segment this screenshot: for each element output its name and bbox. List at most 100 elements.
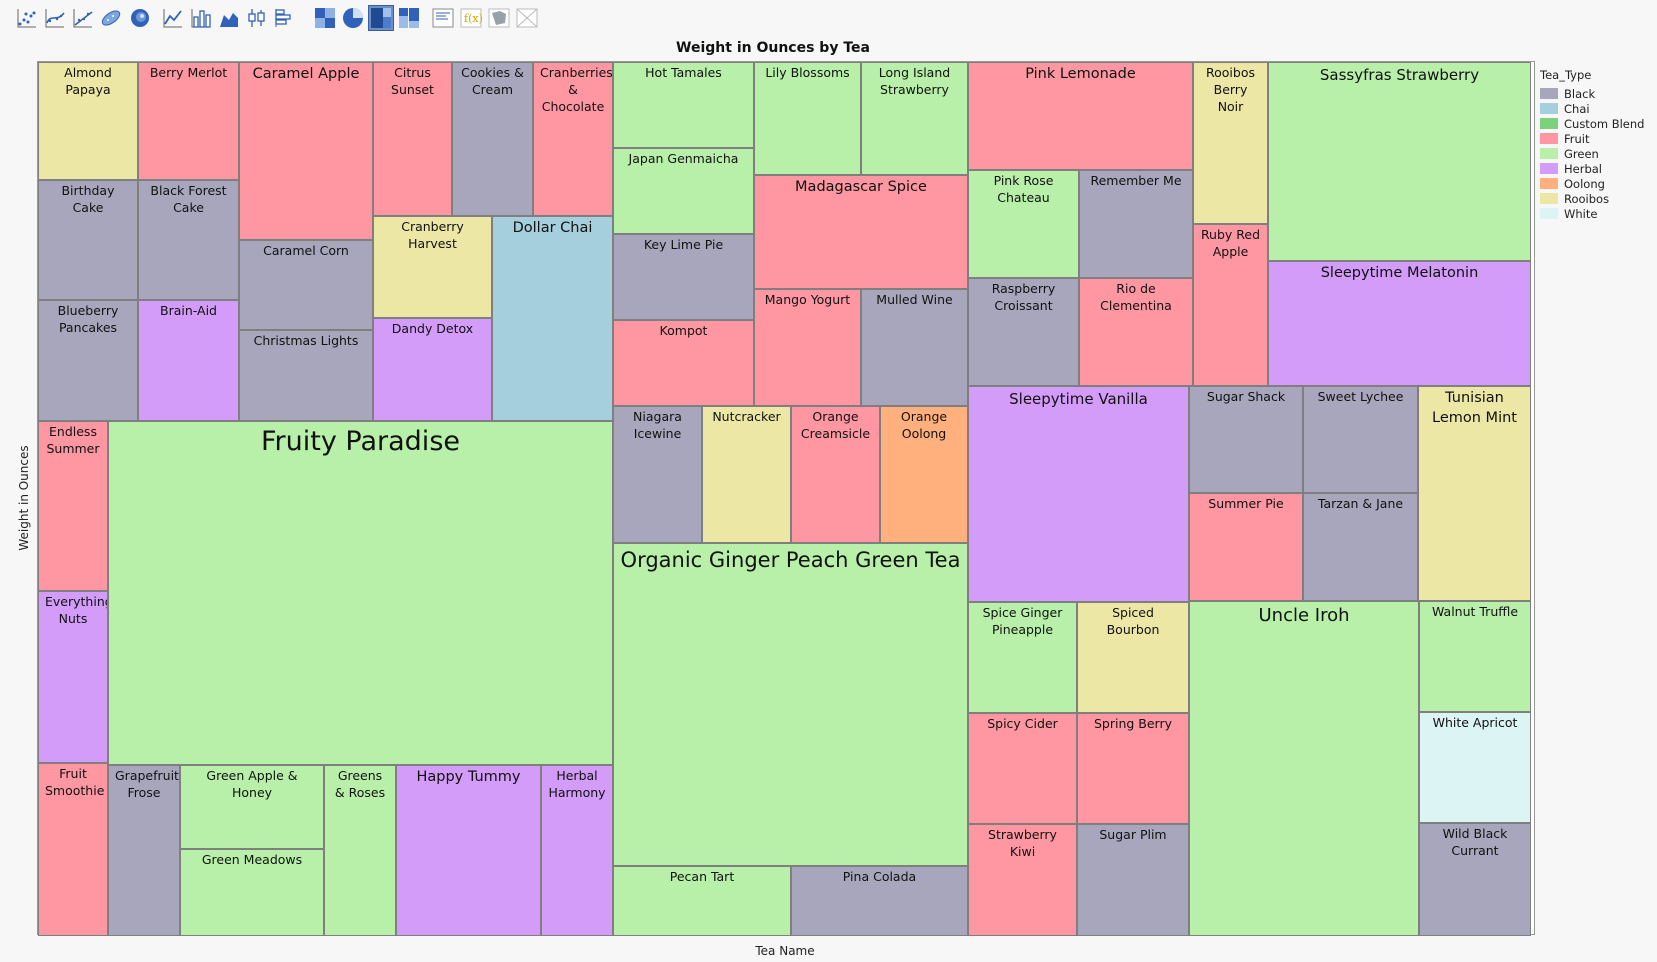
treemap-cell[interactable]: Spice Ginger Pineapple [968,602,1077,713]
treemap-cell[interactable]: Uncle Iroh [1189,601,1419,936]
histogram-button[interactable] [272,5,298,31]
treemap-cell[interactable]: Spiced Bourbon [1077,602,1189,713]
cell-label: Berry Merlot [149,65,228,80]
treemap-cell[interactable]: Summer Pie [1189,493,1303,601]
treemap-cell[interactable]: Grapefruit Frose [108,765,180,936]
pie-button[interactable] [340,5,366,31]
treemap-cell[interactable]: Hot Tamales [613,62,754,148]
treemap-cell[interactable]: Sweet Lychee [1303,386,1418,493]
treemap-cell[interactable]: Sugar Plim [1077,824,1189,936]
treemap-cell[interactable]: Greens & Roses [324,765,396,936]
treemap-cell[interactable]: Kompot [613,320,754,406]
smoother-button[interactable] [42,5,68,31]
treemap-cell[interactable]: Strawberry Kiwi [968,824,1077,936]
ellipse-button[interactable] [98,5,124,31]
cell-label: Key Lime Pie [643,237,724,252]
treemap-cell[interactable]: Raspberry Croissant [968,278,1079,386]
treemap-cell[interactable]: Nutcracker [702,406,791,543]
legend-item[interactable]: Herbal [1540,161,1644,176]
legend-item[interactable]: Oolong [1540,176,1644,191]
treemap-cell[interactable]: Sugar Shack [1189,386,1303,493]
legend-item[interactable]: Chai [1540,101,1644,116]
treemap-cell[interactable]: Herbal Harmony [541,765,613,936]
heatmap-button[interactable] [312,5,338,31]
treemap-cell[interactable]: Sassyfras Strawberry [1268,62,1531,261]
treemap-cell[interactable]: Almond Papaya [38,62,138,180]
treemap-cell[interactable]: Everything Nuts [38,591,108,763]
treemap-cell[interactable]: Fruit Smoothie [38,763,108,936]
mosaic-button[interactable] [396,5,422,31]
treemap-cell[interactable]: Rooibos Berry Noir [1193,62,1268,224]
treemap-cell[interactable]: Mulled Wine [861,289,968,406]
treemap-cell[interactable]: Japan Genmaicha [613,148,754,234]
legend-item[interactable]: Rooibos [1540,191,1644,206]
treemap-cell[interactable]: Cranberries & Chocolate [533,62,613,216]
treemap-cell[interactable]: Citrus Sunset [373,62,452,216]
points-button[interactable] [14,5,40,31]
treemap-cell[interactable]: Birthday Cake [38,180,138,300]
treemap-cell[interactable]: Cranberry Harvest [373,216,492,318]
treemap-cell[interactable]: Cookies & Cream [452,62,533,216]
treemap-cell[interactable]: Madagascar Spice [754,175,968,289]
contour-button[interactable] [126,5,152,31]
treemap-cell[interactable]: Lily Blossoms [754,62,861,175]
formula-button[interactable]: f(x) [458,5,484,31]
cell-label: Sassyfras Strawberry [1319,66,1480,84]
treemap-cell[interactable]: Dandy Detox [373,318,492,421]
treemap-cell[interactable]: Sleepytime Melatonin [1268,261,1531,386]
treemap-cell[interactable]: Sleepytime Vanilla [968,386,1189,602]
treemap-cell[interactable]: Blueberry Pancakes [38,300,138,421]
treemap-cell[interactable]: Orange Oolong [880,406,968,543]
treemap-cell[interactable]: Christmas Lights [239,330,373,421]
ellipse-icon [100,7,122,29]
treemap-button[interactable] [368,5,394,31]
treemap-cell[interactable]: Black Forest Cake [138,180,239,300]
empty-button[interactable] [514,5,540,31]
legend-item[interactable]: White [1540,206,1644,221]
treemap-cell[interactable]: Dollar Chai [492,216,613,421]
treemap-cell[interactable]: Brain-Aid [138,300,239,421]
legend-item[interactable]: Fruit [1540,131,1644,146]
treemap-cell[interactable]: Spring Berry [1077,713,1189,824]
treemap-cell[interactable]: Organic Ginger Peach Green Tea [613,543,968,866]
legend-label: Custom Blend [1564,116,1645,131]
treemap-cell[interactable]: Pecan Tart [613,866,791,936]
line-button[interactable] [160,5,186,31]
legend-item[interactable]: Green [1540,146,1644,161]
treemap-cell[interactable]: Pink Lemonade [968,62,1193,170]
treemap-cell[interactable]: Endless Summer [38,421,108,591]
box-plot-button[interactable] [244,5,270,31]
treemap-cell[interactable]: Walnut Truffle [1419,601,1531,712]
caption-box-button[interactable] [430,5,456,31]
legend-item[interactable]: Black [1540,86,1644,101]
treemap-cell[interactable]: Spicy Cider [968,713,1077,824]
treemap-cell[interactable]: Mango Yogurt [754,289,861,406]
treemap-cell[interactable]: Key Lime Pie [613,234,754,320]
bar-button[interactable] [188,5,214,31]
treemap-cell[interactable]: Remember Me [1079,170,1193,278]
line-of-fit-button[interactable] [70,5,96,31]
treemap-cell[interactable]: Happy Tummy [396,765,541,936]
treemap-cell[interactable]: Orange Creamsicle [791,406,880,543]
treemap-cell[interactable]: Tunisian Lemon Mint [1418,386,1531,601]
treemap-cell[interactable]: Green Apple & Honey [180,765,324,849]
treemap-cell[interactable]: Fruity Paradise [108,421,613,765]
treemap-cell[interactable]: Caramel Apple [239,62,373,240]
treemap-cell[interactable]: White Apricot [1419,712,1531,823]
area-button[interactable] [216,5,242,31]
treemap-cell[interactable]: Pink Rose Chateau [968,170,1079,278]
treemap-cell[interactable]: Tarzan & Jane [1303,493,1418,601]
legend-item[interactable]: Custom Blend [1540,116,1644,131]
treemap-cell[interactable]: Niagara Icewine [613,406,702,543]
treemap-cell[interactable]: Long Island Strawberry [861,62,968,175]
treemap-cell[interactable]: Caramel Corn [239,240,373,330]
treemap-cell[interactable]: Wild Black Currant [1419,823,1531,936]
treemap-cell[interactable]: Green Meadows [180,849,324,936]
treemap-cell[interactable]: Berry Merlot [138,62,239,180]
map-shapes-button[interactable] [486,5,512,31]
treemap-cell[interactable]: Rio de Clementina [1079,278,1193,386]
treemap-cell[interactable]: Pina Colada [791,866,968,936]
cell-label: Pink Rose Chateau [993,173,1054,205]
treemap-cell[interactable]: Ruby Red Apple [1193,224,1268,386]
cell-label: Green Meadows [201,852,303,867]
